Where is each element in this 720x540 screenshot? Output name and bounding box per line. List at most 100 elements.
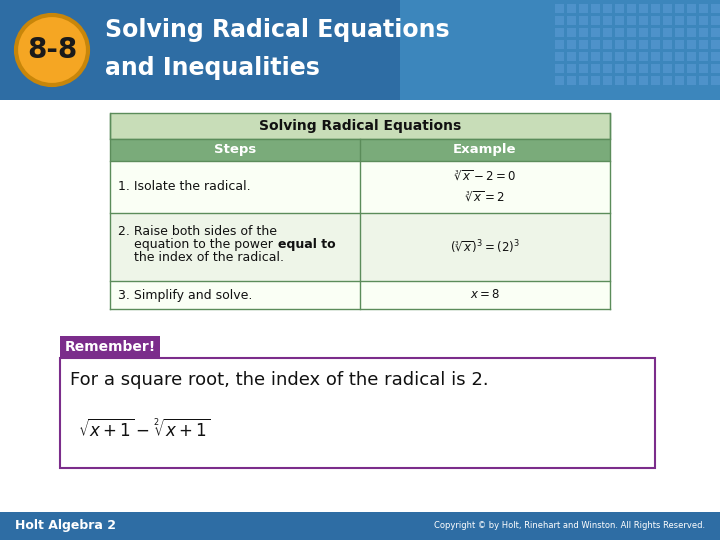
Bar — [567, 64, 576, 73]
Bar — [555, 16, 564, 25]
Bar — [110, 139, 610, 161]
Text: 3. Simplify and solve.: 3. Simplify and solve. — [118, 288, 253, 301]
Bar — [687, 40, 696, 49]
Text: Holt Algebra 2: Holt Algebra 2 — [15, 519, 116, 532]
Bar — [639, 64, 648, 73]
Bar — [555, 64, 564, 73]
Bar — [651, 28, 660, 37]
Bar — [579, 4, 588, 13]
Text: equation to the power: equation to the power — [118, 238, 277, 251]
Bar — [627, 64, 636, 73]
Bar — [603, 16, 612, 25]
Bar — [567, 76, 576, 85]
Bar — [711, 64, 720, 73]
Bar — [687, 4, 696, 13]
Bar — [675, 40, 684, 49]
Bar — [110, 213, 610, 281]
Bar — [675, 52, 684, 61]
Bar — [603, 40, 612, 49]
Text: $x = 8$: $x = 8$ — [470, 288, 500, 301]
Text: Steps: Steps — [214, 144, 256, 157]
Text: Example: Example — [454, 144, 517, 157]
Bar — [639, 16, 648, 25]
Bar — [663, 52, 672, 61]
Bar — [687, 76, 696, 85]
Text: For a square root, the index of the radical is 2.: For a square root, the index of the radi… — [70, 371, 489, 389]
Bar — [615, 4, 624, 13]
Text: Remember!: Remember! — [64, 340, 156, 354]
Bar — [579, 28, 588, 37]
Bar — [603, 28, 612, 37]
Bar — [555, 76, 564, 85]
Bar — [591, 28, 600, 37]
Bar — [555, 40, 564, 49]
Bar — [711, 28, 720, 37]
Bar — [567, 4, 576, 13]
Bar — [579, 52, 588, 61]
Bar — [675, 4, 684, 13]
Bar — [603, 52, 612, 61]
Bar — [675, 16, 684, 25]
Bar — [567, 28, 576, 37]
Bar — [0, 100, 720, 512]
Bar — [687, 64, 696, 73]
Bar — [615, 52, 624, 61]
Bar — [699, 40, 708, 49]
Bar — [591, 4, 600, 13]
Bar — [711, 16, 720, 25]
Bar — [567, 52, 576, 61]
Bar — [615, 16, 624, 25]
Bar — [663, 28, 672, 37]
Bar — [591, 40, 600, 49]
Bar — [687, 28, 696, 37]
Bar — [663, 4, 672, 13]
Bar — [651, 4, 660, 13]
Bar — [603, 4, 612, 13]
Bar — [651, 40, 660, 49]
Bar — [60, 358, 655, 468]
Text: $\sqrt{x+1} - \sqrt[2]{x+1}$: $\sqrt{x+1} - \sqrt[2]{x+1}$ — [78, 419, 210, 441]
Bar — [0, 0, 720, 100]
Bar — [579, 64, 588, 73]
Bar — [579, 16, 588, 25]
Text: and Inequalities: and Inequalities — [105, 56, 320, 80]
Bar — [579, 76, 588, 85]
Bar — [591, 16, 600, 25]
Text: Solving Radical Equations: Solving Radical Equations — [105, 18, 449, 42]
Bar — [699, 64, 708, 73]
Bar — [615, 28, 624, 37]
Bar — [110, 161, 610, 213]
Bar — [627, 4, 636, 13]
Bar — [627, 16, 636, 25]
Bar — [699, 28, 708, 37]
Bar — [699, 4, 708, 13]
Bar — [711, 52, 720, 61]
Bar — [711, 4, 720, 13]
Bar — [663, 76, 672, 85]
Bar — [555, 28, 564, 37]
Bar — [699, 76, 708, 85]
Bar — [567, 16, 576, 25]
Text: 8-8: 8-8 — [27, 36, 77, 64]
Bar — [567, 40, 576, 49]
Bar — [110, 281, 610, 309]
Bar — [675, 76, 684, 85]
Bar — [651, 16, 660, 25]
Bar — [627, 52, 636, 61]
Bar — [627, 40, 636, 49]
Bar — [675, 64, 684, 73]
Text: the index of the radical.: the index of the radical. — [118, 251, 284, 264]
Text: Solving Radical Equations: Solving Radical Equations — [259, 119, 461, 133]
Text: $\sqrt[3]{x} = 2$: $\sqrt[3]{x} = 2$ — [465, 190, 505, 205]
Bar — [711, 76, 720, 85]
Bar — [110, 113, 610, 139]
Bar — [591, 52, 600, 61]
Bar — [627, 76, 636, 85]
Bar — [711, 40, 720, 49]
Bar — [639, 28, 648, 37]
Bar — [687, 52, 696, 61]
Text: Copyright © by Holt, Rinehart and Winston. All Rights Reserved.: Copyright © by Holt, Rinehart and Winsto… — [434, 522, 705, 530]
Bar — [699, 16, 708, 25]
Bar — [591, 64, 600, 73]
Bar — [615, 76, 624, 85]
